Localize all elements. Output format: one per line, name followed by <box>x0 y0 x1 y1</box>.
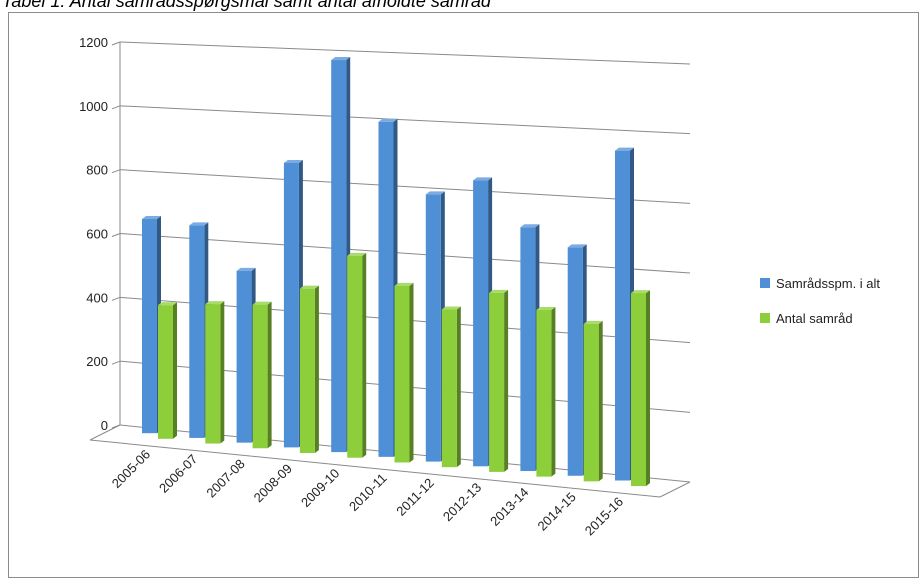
x-tick-label: 2015-16 <box>582 494 626 538</box>
x-tick-label: 2005-06 <box>109 447 153 491</box>
y-tick-label: 800 <box>86 163 108 178</box>
gridline-tick <box>111 169 121 174</box>
gridline <box>119 41 691 65</box>
x-tick-label: 2012-13 <box>440 480 484 524</box>
x-tick-label: 2006-07 <box>156 451 200 495</box>
x-tick-label: 2010-11 <box>346 470 390 514</box>
legend-label: Antal samråd <box>776 311 853 326</box>
x-tick-label: 2011-12 <box>393 475 437 519</box>
x-tick-label: 2007-08 <box>203 456 247 500</box>
bar <box>441 306 461 468</box>
bar <box>394 282 414 463</box>
bar <box>489 289 509 472</box>
y-tick-label: 0 <box>101 418 108 433</box>
legend-swatch <box>760 278 770 288</box>
legend: Samrådsspm. i alt Antal samråd <box>760 276 880 326</box>
y-axis-ticks: 0 200 400 600 800 1000 1200 <box>79 35 108 433</box>
gridline-tick <box>111 233 121 237</box>
gridline-tick <box>111 41 121 46</box>
y-tick-label: 1200 <box>79 35 108 50</box>
y-tick-label: 200 <box>86 354 108 369</box>
y-tick-label: 600 <box>86 227 108 242</box>
bars <box>142 57 650 487</box>
floor-edge-right <box>659 481 691 498</box>
y-tick-label: 1000 <box>79 99 108 114</box>
bar <box>583 320 603 482</box>
bar <box>158 302 177 439</box>
page-title: Tabel 1: Antal samrådsspørgsmål samt ant… <box>2 0 491 11</box>
x-tick-label: 2008-09 <box>251 461 295 505</box>
floor-edge-left <box>89 424 121 441</box>
x-tick-label: 2013-14 <box>487 485 531 529</box>
gridline <box>119 169 691 204</box>
bar <box>536 307 556 477</box>
gridline-tick <box>111 105 121 110</box>
legend-swatch <box>760 313 770 323</box>
x-tick-label: 2014-15 <box>534 489 578 533</box>
x-tick-label: 2009-10 <box>298 466 342 510</box>
bar <box>252 301 272 449</box>
gridline-tick <box>111 360 121 365</box>
bar <box>631 290 650 487</box>
gridline <box>119 105 691 135</box>
bar <box>347 252 367 458</box>
bar <box>205 301 225 444</box>
gridline <box>119 233 691 274</box>
gridline-tick <box>111 296 121 301</box>
bar <box>299 285 319 453</box>
floor-edge-front <box>89 439 661 498</box>
legend-label: Samrådsspm. i alt <box>776 276 880 291</box>
y-tick-label: 400 <box>86 290 108 305</box>
